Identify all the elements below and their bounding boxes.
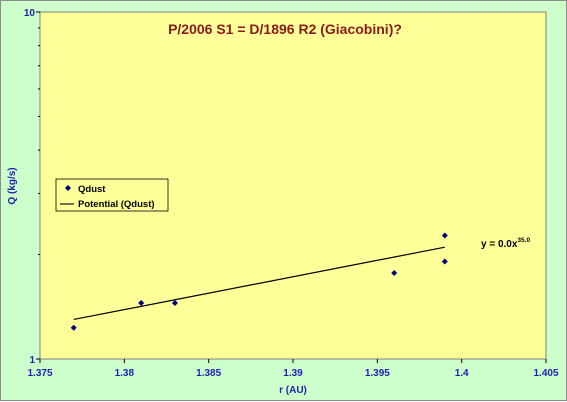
- data-point-qdust: [441, 258, 448, 265]
- x-tick-label: 1.375: [27, 368, 52, 379]
- data-point-qdust: [391, 269, 398, 276]
- x-tick-label: 1.4: [455, 368, 469, 379]
- y-tick-label: 10: [24, 8, 36, 19]
- x-tick-label: 1.38: [115, 368, 135, 379]
- trendline-equation: y = 0.0x35.0: [481, 237, 530, 250]
- data-point-qdust: [171, 300, 178, 307]
- y-tick-label: 1: [29, 355, 35, 366]
- chart-title: P/2006 S1 = D/1896 R2 (Giacobini)?: [168, 21, 402, 37]
- x-axis-title: r (AU): [279, 385, 307, 396]
- trendline: [73, 246, 445, 321]
- data-point-qdust: [138, 300, 145, 307]
- y-axis-title: Q (kg/s): [7, 167, 18, 204]
- legend-box: [55, 178, 169, 212]
- equation-text: y = 0.0x: [481, 239, 518, 250]
- legend: Qdust Potential (Qdust): [55, 178, 169, 212]
- data-point-qdust: [70, 324, 77, 331]
- series-layer: [70, 232, 448, 331]
- x-axis: 1.375 1.38 1.385 1.39 1.395 1.4 1.405: [27, 359, 559, 379]
- x-tick-label: 1.395: [365, 368, 390, 379]
- legend-marker-qdust: [65, 185, 71, 191]
- equation-exponent: 35.0: [517, 237, 530, 244]
- x-tick-label: 1.405: [533, 368, 558, 379]
- legend-label-qdust: Qdust: [78, 184, 106, 195]
- x-tick-label: 1.385: [196, 368, 221, 379]
- data-point-qdust: [441, 232, 448, 239]
- x-tick-label: 1.39: [283, 368, 303, 379]
- y-axis: 1 10: [24, 8, 40, 366]
- legend-label-trend: Potential (Qdust): [78, 199, 155, 210]
